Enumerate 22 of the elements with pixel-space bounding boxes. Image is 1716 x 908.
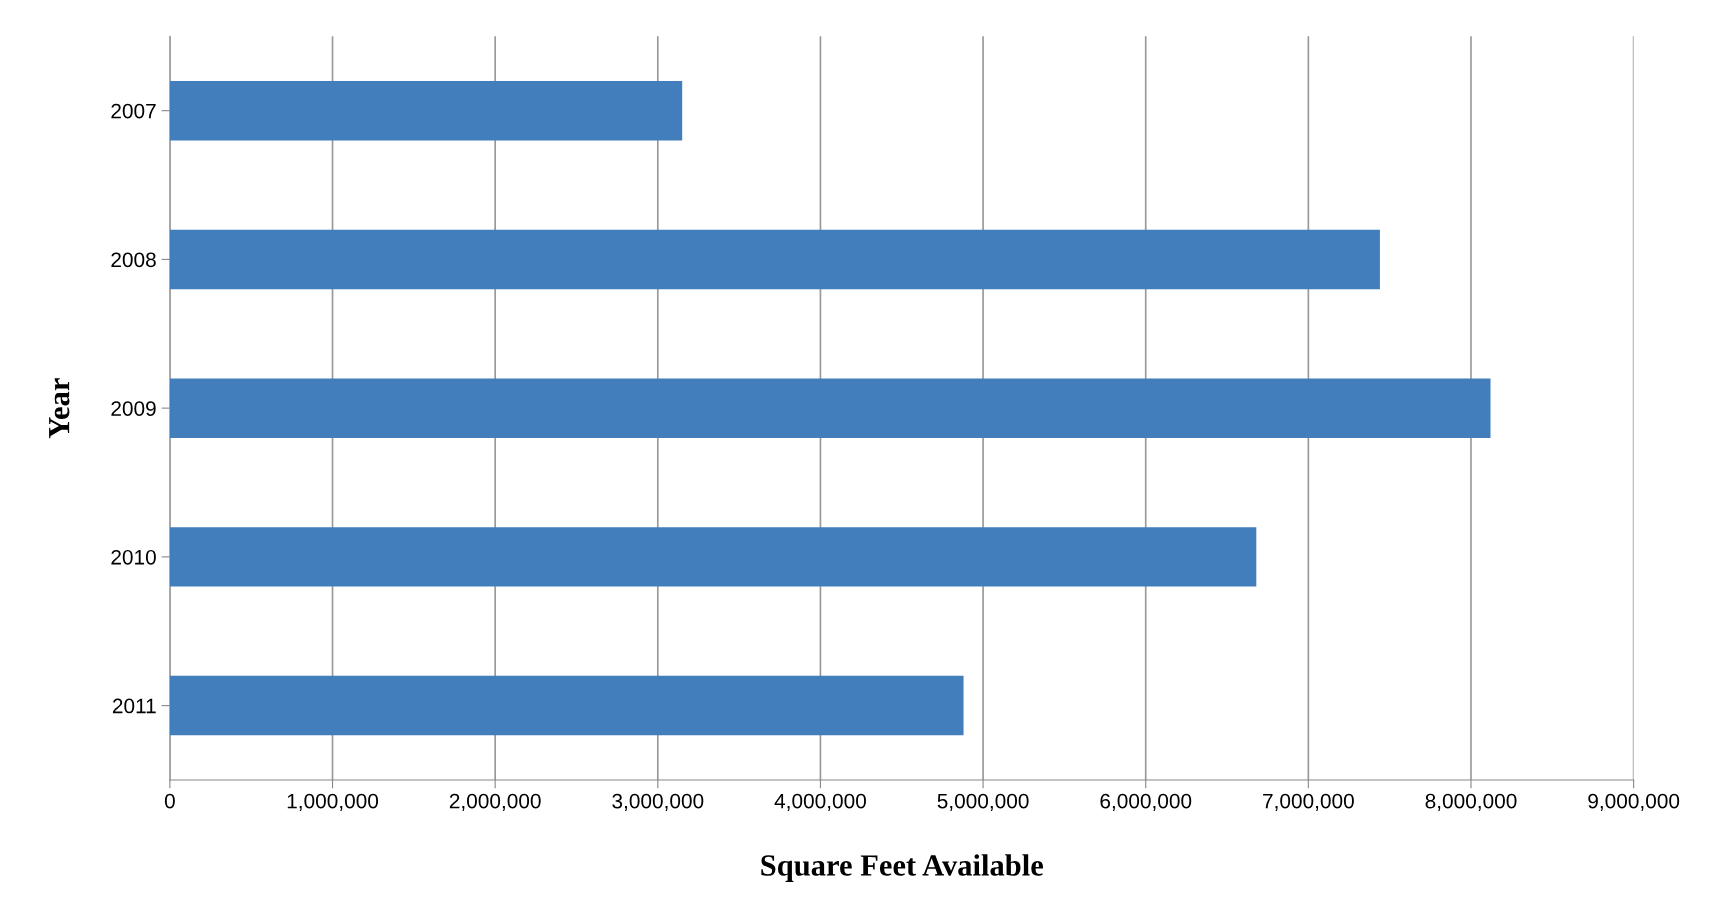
x-tick-label: 2,000,000 — [449, 793, 541, 811]
x-tick-label: 9,000,000 — [1588, 793, 1680, 811]
x-tick-label: 1,000,000 — [287, 793, 379, 811]
y-tick-label: 2007 — [111, 103, 156, 119]
x-tick-label: 7,000,000 — [1263, 793, 1354, 811]
bar — [169, 527, 1257, 587]
y-axis-title: Year — [49, 378, 70, 439]
y-tick-label: 2010 — [111, 549, 156, 565]
y-tick-label: 2008 — [111, 252, 156, 268]
x-tick-label: 5,000,000 — [937, 793, 1029, 811]
x-tick-label: 8,000,000 — [1425, 793, 1517, 811]
x-tick-label: 4,000,000 — [774, 793, 866, 811]
bar — [169, 229, 1380, 290]
y-tick-label: 2009 — [111, 401, 156, 416]
x-tick-label: 0 — [164, 793, 175, 809]
x-tick-label: 6,000,000 — [1100, 793, 1192, 811]
x-axis-title: Square Feet Available — [761, 854, 1044, 882]
bar — [169, 378, 1491, 438]
bar — [169, 675, 964, 736]
x-tick-label: 3,000,000 — [612, 793, 704, 811]
bar — [169, 80, 683, 141]
y-tick-label: 2011 — [112, 698, 156, 714]
